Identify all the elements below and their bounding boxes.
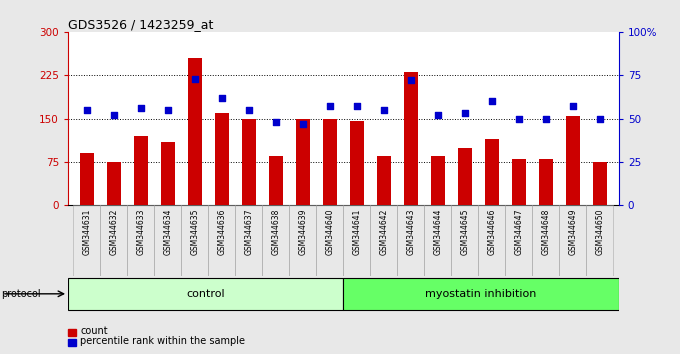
Bar (80, 153, 94, 205)
Text: GSM344637: GSM344637 (244, 209, 254, 255)
Bar (73, 205, 101, 276)
Bar (485, 139, 498, 205)
Text: GSM344632: GSM344632 (109, 209, 118, 255)
Point (568, 104, 579, 109)
Bar (182, 205, 208, 276)
Text: myostatin inhibition: myostatin inhibition (426, 289, 537, 299)
Point (405, 78, 416, 83)
Text: GSM344643: GSM344643 (407, 209, 415, 255)
Bar (397, 205, 424, 276)
Text: GSM344640: GSM344640 (326, 209, 335, 255)
Bar (452, 205, 479, 276)
Bar (343, 278, 619, 310)
Bar (532, 205, 560, 276)
Bar (424, 205, 452, 276)
Bar (208, 205, 235, 276)
Bar (154, 205, 182, 276)
Point (486, 98, 497, 104)
Bar (269, 156, 283, 205)
Point (82, 107, 92, 113)
Point (352, 104, 362, 109)
Bar (512, 159, 526, 205)
Bar (235, 205, 262, 276)
Point (594, 116, 605, 121)
Bar (290, 205, 316, 276)
Bar (107, 162, 120, 205)
Bar (161, 142, 175, 205)
Text: control: control (186, 289, 225, 299)
Bar (350, 121, 364, 205)
Text: GSM344646: GSM344646 (488, 209, 496, 255)
Text: GSM344650: GSM344650 (596, 209, 605, 255)
Text: GDS3526 / 1423259_at: GDS3526 / 1423259_at (68, 18, 214, 31)
Text: GSM344631: GSM344631 (82, 209, 91, 255)
Text: protocol: protocol (1, 289, 40, 299)
Text: GSM344645: GSM344645 (460, 209, 469, 255)
Text: GSM344644: GSM344644 (433, 209, 443, 255)
Text: GSM344642: GSM344642 (379, 209, 388, 255)
Point (379, 107, 390, 113)
Point (163, 107, 173, 113)
Bar (215, 113, 228, 205)
Bar (296, 119, 309, 205)
Bar (566, 116, 579, 205)
Bar (127, 205, 154, 276)
Point (324, 104, 335, 109)
Bar (262, 205, 290, 276)
Bar (343, 205, 371, 276)
Bar (371, 205, 397, 276)
Point (271, 119, 282, 125)
Point (216, 95, 227, 101)
Bar (68, 278, 343, 310)
Bar (593, 162, 607, 205)
Text: GSM344636: GSM344636 (218, 209, 226, 255)
Text: GSM344647: GSM344647 (514, 209, 524, 255)
Bar (431, 156, 445, 205)
Text: GSM344639: GSM344639 (299, 209, 307, 255)
Point (297, 121, 308, 127)
Bar (134, 136, 148, 205)
Point (243, 107, 254, 113)
Text: GSM344641: GSM344641 (352, 209, 361, 255)
Bar (323, 119, 337, 205)
Text: GSM344648: GSM344648 (541, 209, 550, 255)
Point (135, 105, 146, 111)
Point (460, 110, 471, 116)
Bar (505, 205, 532, 276)
Text: GSM344633: GSM344633 (137, 209, 146, 255)
Bar (242, 119, 256, 205)
Text: count: count (80, 326, 108, 336)
Bar (404, 72, 418, 205)
Bar (539, 159, 553, 205)
Point (513, 116, 524, 121)
Bar (188, 58, 202, 205)
Bar (586, 205, 613, 276)
Point (190, 76, 201, 81)
Point (432, 112, 443, 118)
Bar (377, 156, 390, 205)
Text: percentile rank within the sample: percentile rank within the sample (80, 336, 245, 346)
Bar (458, 148, 472, 205)
Bar (560, 205, 586, 276)
Bar (316, 205, 343, 276)
Text: GSM344635: GSM344635 (190, 209, 199, 255)
Text: GSM344638: GSM344638 (271, 209, 280, 255)
Bar (101, 205, 127, 276)
Point (109, 112, 120, 118)
Bar (479, 205, 505, 276)
Text: GSM344634: GSM344634 (163, 209, 173, 255)
Point (541, 116, 551, 121)
Text: GSM344649: GSM344649 (568, 209, 577, 255)
